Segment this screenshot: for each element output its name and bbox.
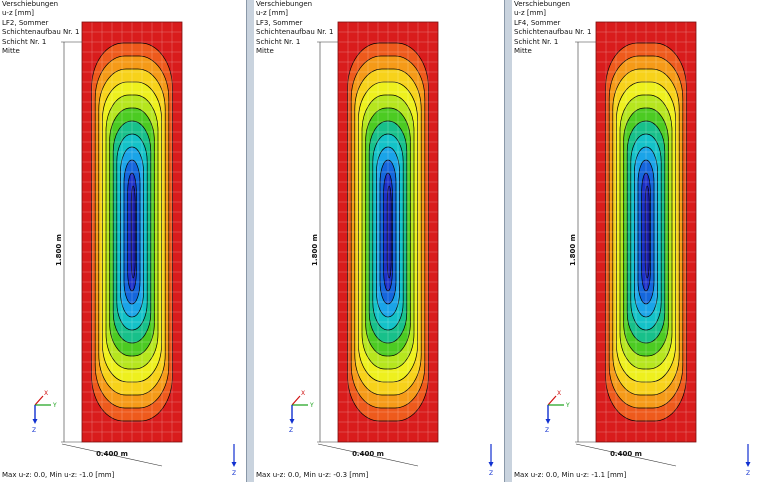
z-axis-label: Z (32, 427, 36, 434)
z-axis-arrowhead (32, 419, 38, 424)
result-quantity: u-z [mm] (514, 9, 546, 18)
result-info-block: Verschiebungen u-z [mm] LF4, Sommer Schi… (514, 0, 591, 56)
result-summary: Max u-z: 0.0, Min u-z: -0.3 [mm] (256, 471, 369, 479)
width-dimension-label: 0.400 m (610, 450, 642, 458)
x-axis-label: X (301, 390, 305, 397)
y-axis-label: Y (309, 402, 314, 409)
x-axis-label: X (557, 390, 561, 397)
plate-outline (337, 21, 439, 443)
load-case-label: LF4, Sommer (514, 18, 561, 27)
x-axis-arrow (291, 395, 301, 406)
result-quantity: u-z [mm] (256, 9, 288, 18)
height-dimension-label: 1.800 m (569, 234, 577, 266)
result-summary: Max u-z: 0.0, Min u-z: -1.0 [mm] (2, 471, 115, 479)
dimension-line (61, 443, 163, 467)
result-title: Verschiebungen (256, 0, 313, 8)
view-orientation-arrowhead (745, 462, 751, 467)
layer-structure-label: Schichtenaufbau Nr. 1 (2, 28, 80, 37)
z-axis-arrowhead (545, 419, 551, 424)
position-label: Mitte (2, 47, 20, 56)
result-info-block: Verschiebungen u-z [mm] LF3, Sommer Schi… (256, 0, 333, 56)
load-case-label: LF3, Sommer (256, 18, 303, 27)
view-orientation-arrowhead (488, 462, 494, 467)
width-dimension-label: 0.400 m (96, 450, 128, 458)
contour-plot[interactable]: 1.800 m 0.400 m XY Z Z (512, 0, 760, 482)
view-orientation-label: Z (232, 470, 236, 477)
position-label: Mitte (256, 47, 274, 56)
plate-outline (81, 21, 183, 443)
result-info-block: Verschiebungen u-z [mm] LF2, Sommer Schi… (2, 0, 79, 56)
result-view-panel-lf2[interactable]: Verschiebungen u-z [mm] LF2, Sommer Schi… (0, 0, 246, 482)
y-axis-label: Y (565, 402, 570, 409)
load-case-label: LF2, Sommer (2, 18, 49, 27)
y-axis-label: Y (52, 402, 57, 409)
result-title: Verschiebungen (514, 0, 571, 8)
height-dimension-label: 1.800 m (55, 234, 63, 266)
width-dimension-label: 0.400 m (352, 450, 384, 458)
fe-mesh (82, 22, 182, 442)
fe-mesh (338, 22, 438, 442)
plate-surface (338, 22, 438, 442)
layer-label: Schicht Nr. 1 (2, 37, 47, 46)
view-orientation-label: Z (489, 470, 493, 477)
result-title: Verschiebungen (2, 0, 59, 8)
contour-plot[interactable]: 1.800 m 0.400 m XY Z Z (0, 0, 246, 482)
dimension-line (317, 443, 419, 467)
x-axis-arrow (34, 395, 44, 406)
layer-structure-label: Schichtenaufbau Nr. 1 (514, 28, 592, 37)
fe-mesh (596, 22, 696, 442)
layer-label: Schicht Nr. 1 (256, 37, 301, 46)
layer-structure-label: Schichtenaufbau Nr. 1 (256, 28, 334, 37)
plate-outline (595, 21, 697, 443)
view-orientation-label: Z (746, 470, 750, 477)
result-quantity: u-z [mm] (2, 9, 34, 18)
view-orientation-arrowhead (231, 462, 237, 467)
dimension-line (575, 443, 677, 467)
z-axis-label: Z (289, 427, 293, 434)
z-axis-arrowhead (289, 419, 295, 424)
result-summary: Max u-z: 0.0, Min u-z: -1.1 [mm] (514, 471, 627, 479)
plate-surface (82, 22, 182, 442)
plate-surface (596, 22, 696, 442)
x-axis-label: X (44, 390, 48, 397)
x-axis-arrow (547, 395, 557, 406)
layer-label: Schicht Nr. 1 (514, 37, 559, 46)
z-axis-label: Z (545, 427, 549, 434)
contour-plot[interactable]: 1.800 m 0.400 m XY Z Z (254, 0, 503, 482)
position-label: Mitte (514, 47, 532, 56)
result-view-panel-lf4[interactable]: Verschiebungen u-z [mm] LF4, Sommer Schi… (512, 0, 760, 482)
height-dimension-label: 1.800 m (311, 234, 319, 266)
result-view-panel-lf3[interactable]: Verschiebungen u-z [mm] LF3, Sommer Schi… (254, 0, 503, 482)
